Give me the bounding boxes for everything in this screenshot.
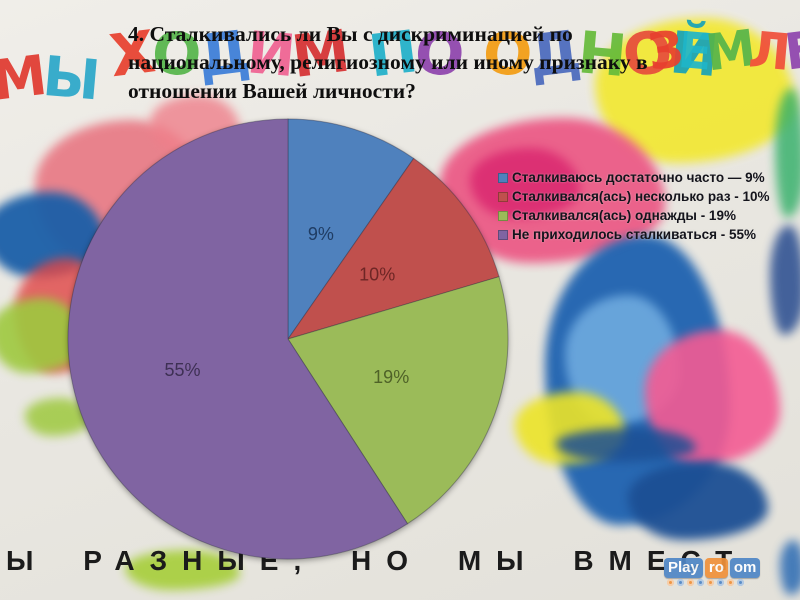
pie-slice-2 — [286, 157, 500, 340]
background-letters-top-left: МЫ — [0, 43, 99, 113]
legend-label: Сталкиваюсь достаточно часто — 9% — [512, 170, 765, 185]
pie-chart-area: 9% 10% 19% 55% — [63, 114, 513, 564]
paint-letter: М — [0, 43, 47, 113]
legend-swatch-icon — [498, 211, 508, 221]
legend-label: Сталкивался(ась) однажды - 19% — [512, 208, 736, 223]
pie-slice-label: 9% — [308, 224, 334, 244]
paint-blob-navy-australia — [628, 462, 768, 540]
watermark-wheel-icon — [737, 579, 744, 586]
watermark-car: ro — [704, 558, 728, 578]
watermark-wheel-icon — [717, 579, 724, 586]
pie-slice-1 — [287, 118, 415, 341]
paint-letter: М — [702, 19, 753, 83]
paint-letter: Е — [781, 20, 800, 82]
paint-blob-navy-islands — [556, 428, 696, 462]
chart-title: 4. Сталкивались ли Вы с дискриминацией п… — [128, 22, 648, 103]
legend-label: Сталкивался(ась) несколько раз - 10% — [512, 189, 770, 204]
watermark-wheel-icon — [667, 579, 674, 586]
pie-slice-label: 55% — [164, 360, 200, 380]
paint-letter: Ы — [40, 43, 99, 113]
watermark-wheel-icon — [697, 579, 704, 586]
watermark-car: om — [729, 558, 761, 578]
legend-item: Сталкиваюсь достаточно часто — 9% — [498, 171, 770, 185]
legend-swatch-icon — [498, 230, 508, 240]
chart-legend: Сталкиваюсь достаточно часто — 9% Сталкив… — [498, 171, 770, 242]
watermark-cars: Play ro om — [664, 558, 761, 578]
legend-swatch-icon — [498, 192, 508, 202]
watermark-wheel-icon — [687, 579, 694, 586]
watermark-wheel-icon — [707, 579, 714, 586]
legend-swatch-icon — [498, 173, 508, 183]
paint-blob-blue-bottomright — [780, 540, 800, 595]
pie-chart: 9% 10% 19% 55% — [67, 118, 509, 560]
legend-item: Не приходилось сталкиваться - 55% — [498, 228, 770, 242]
legend-item: Сталкивался(ась) несколько раз - 10% — [498, 190, 770, 204]
playroom-watermark: Play ro om — [664, 558, 761, 586]
paint-blob-green-rightedge — [775, 88, 800, 218]
watermark-wheel-icon — [677, 579, 684, 586]
pie-slice-label: 10% — [359, 265, 395, 285]
pie-slice-4 — [67, 118, 409, 560]
watermark-car: Play — [664, 558, 703, 578]
bottom-phrase: Ы РАЗНЫЕ, НО МЫ ВМЕСТ — [6, 545, 748, 576]
watermark-wheels — [664, 579, 760, 586]
paint-blob-navy-rightedge — [770, 225, 800, 335]
paint-blob-green-bottom — [125, 550, 240, 590]
pie-slice-3 — [287, 276, 509, 525]
legend-item: Сталкивался(ась) однажды - 19% — [498, 209, 770, 223]
legend-label: Не приходилось сталкиваться - 55% — [512, 227, 757, 242]
paint-blob-crimson-right — [470, 148, 580, 218]
watermark-wheel-icon — [727, 579, 734, 586]
pie-slice-label: 19% — [373, 367, 409, 387]
